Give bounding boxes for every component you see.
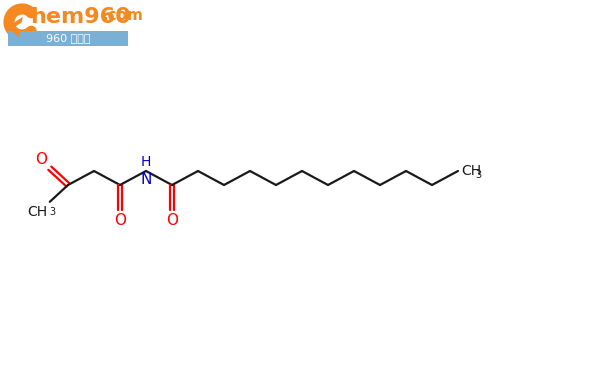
FancyBboxPatch shape: [8, 31, 128, 46]
Text: H: H: [141, 155, 151, 169]
Text: CH: CH: [461, 164, 481, 178]
Text: 3: 3: [50, 207, 56, 217]
Text: O: O: [166, 213, 178, 228]
Text: N: N: [140, 172, 152, 187]
Text: CH: CH: [28, 205, 48, 219]
Text: 960 化工网: 960 化工网: [46, 33, 90, 44]
Text: .com: .com: [103, 8, 144, 23]
Text: 3: 3: [475, 170, 481, 180]
Text: hem960: hem960: [30, 7, 131, 27]
Text: ‹: ‹: [6, 6, 24, 49]
Text: O: O: [35, 152, 47, 167]
Text: O: O: [114, 213, 126, 228]
